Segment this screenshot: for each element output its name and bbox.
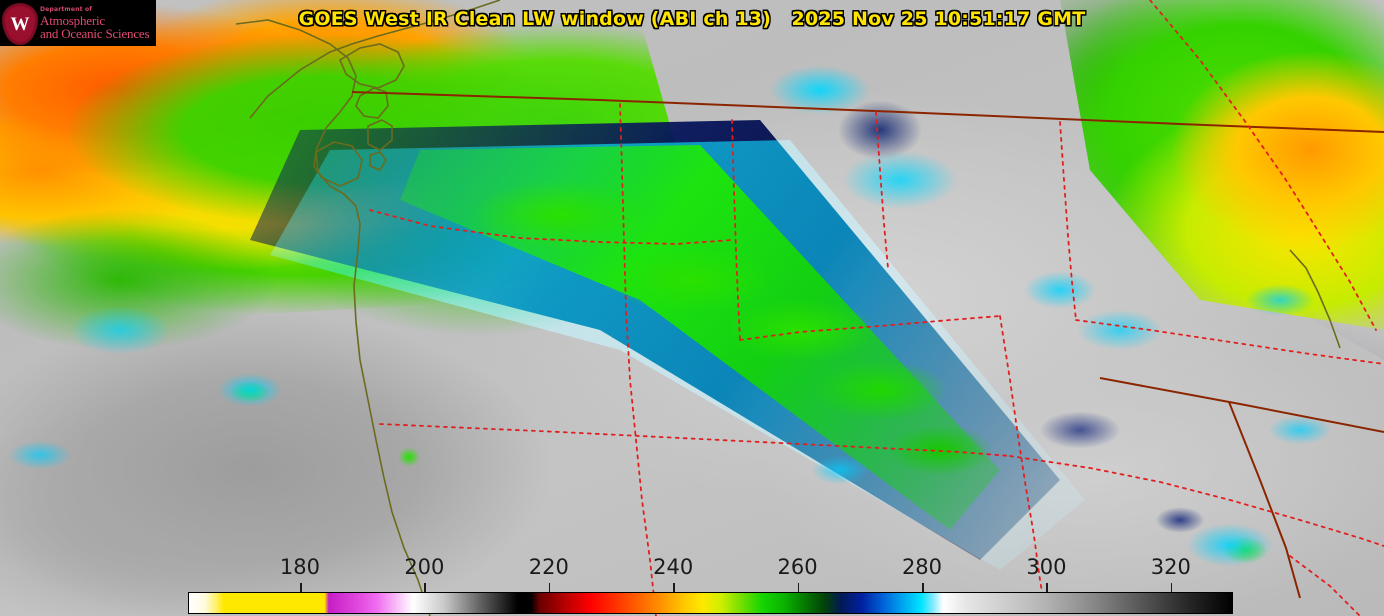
colorbar-tick-label-180: 180 xyxy=(279,555,320,579)
colorbar-tick-label-200: 200 xyxy=(404,555,445,579)
colorbar-tick-label-280: 280 xyxy=(901,555,943,579)
colorbar-tick-300 xyxy=(1046,583,1048,592)
colorbar-tick-label-240: 240 xyxy=(653,555,694,579)
image-title: GOES West IR Clean LW window (ABI ch 13)… xyxy=(298,8,1086,30)
colorbar-tick-220 xyxy=(548,583,551,592)
colorbar-tick-200 xyxy=(424,583,426,592)
colorbar-tick-label-300: 300 xyxy=(1026,555,1067,579)
colorbar-tick-label-260: 260 xyxy=(777,555,818,579)
colorbar-tick-180 xyxy=(299,583,302,592)
colorbar-tick-label-320: 320 xyxy=(1150,555,1191,579)
colorbar: 180 200 220 240 260 280 300 320 xyxy=(188,555,1233,614)
colorbar-tick-320 xyxy=(1170,583,1173,592)
logo-department-line: Department of xyxy=(40,5,93,13)
colorbar-gradient xyxy=(188,592,1233,614)
logo-name-line-2: and Oceanic Sciences xyxy=(40,25,150,41)
colorbar-tick-280 xyxy=(921,583,924,592)
colorbar-tick-240 xyxy=(673,583,675,592)
logo-name-line-1: Atmospheric xyxy=(40,12,105,28)
crest-letter: W xyxy=(10,13,30,35)
uw-crest-icon: W xyxy=(2,3,38,45)
uw-aos-logo: W Department of Atmospheric and Oceanic … xyxy=(0,0,156,46)
colorbar-tick-label-220: 220 xyxy=(528,555,569,579)
colorbar-tick-260 xyxy=(797,583,800,592)
